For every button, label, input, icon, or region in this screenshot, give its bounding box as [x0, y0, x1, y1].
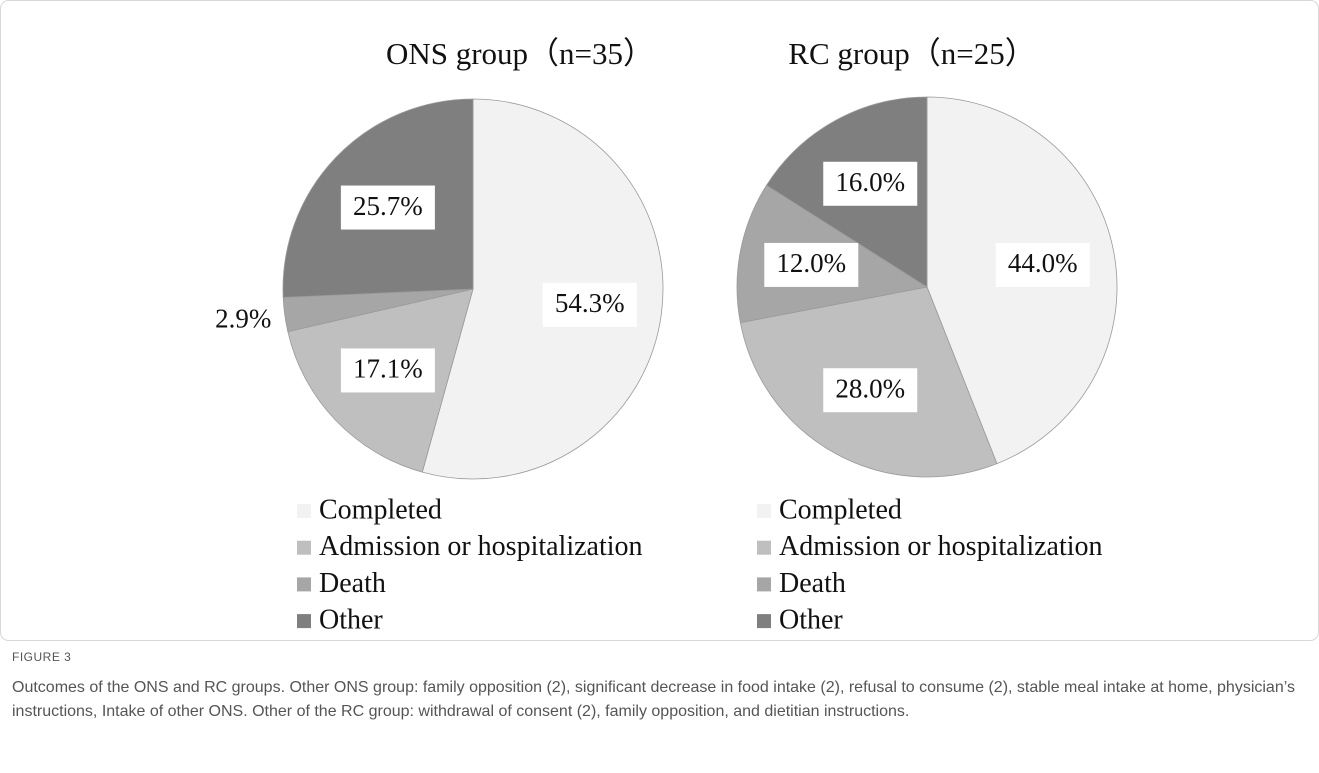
chart-frame: ONS group（n=35） 54.3% 17.1% 2.9% 25.7% Comple…	[0, 0, 1319, 641]
figure-label: FIGURE 3	[12, 650, 72, 664]
data-label: 54.3%	[555, 288, 625, 318]
data-label: 44.0%	[1008, 248, 1078, 278]
label-box	[542, 282, 637, 327]
legend-label: Other	[319, 605, 383, 636]
data-label: 28.0%	[835, 373, 905, 403]
legend-swatch	[757, 577, 771, 592]
legend-label: Other	[779, 605, 843, 636]
data-label: 16.0%	[835, 167, 905, 197]
chart-title: RC group（n=25）	[788, 36, 1035, 71]
label-box	[823, 161, 918, 206]
pie-slice	[421, 98, 664, 480]
label-box	[823, 368, 918, 413]
data-label: 25.7%	[353, 191, 423, 221]
legend-swatch	[297, 540, 311, 555]
legend-swatch	[757, 540, 771, 555]
legend-label: Admission or hospitalization	[319, 531, 643, 562]
legend-swatch	[757, 504, 771, 518]
data-label: 12.0%	[776, 248, 846, 278]
chart-title: ONS group（n=35）	[386, 36, 654, 71]
label-box	[995, 242, 1090, 287]
data-label: 2.9%	[215, 303, 271, 333]
legend-swatch	[297, 614, 311, 629]
label-box	[764, 242, 859, 287]
legend-swatch	[757, 614, 771, 629]
data-label: 17.1%	[353, 354, 423, 384]
figure-caption: Outcomes of the ONS and RC groups. Other…	[12, 679, 1295, 720]
legend-label: Completed	[319, 494, 442, 525]
label-box	[340, 348, 435, 393]
legend-label: Admission or hospitalization	[779, 531, 1103, 562]
legend-label: Death	[319, 568, 386, 599]
label-box	[340, 185, 435, 230]
legend-swatch	[297, 577, 311, 592]
legend-label: Completed	[779, 494, 902, 525]
legend-label: Death	[779, 568, 846, 599]
legend-swatch	[297, 504, 311, 518]
